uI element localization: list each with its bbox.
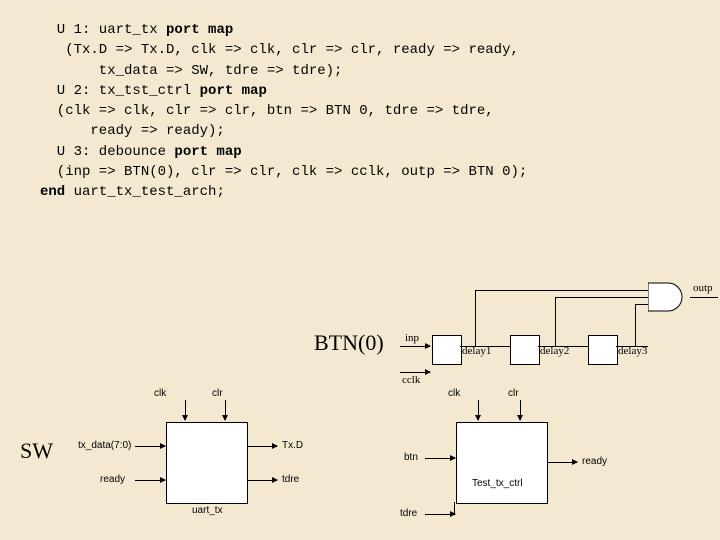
port-label: clk <box>154 388 166 399</box>
wire <box>520 400 521 420</box>
code-line: end uart_tx_test_arch; <box>40 182 680 202</box>
wire <box>635 304 636 346</box>
wire <box>400 346 430 347</box>
port-label: cclk <box>402 374 420 386</box>
code-line: (inp => BTN(0), clr => clr, clk => cclk,… <box>40 162 680 182</box>
port-label: inp <box>405 332 419 344</box>
port-label: tx_data(7:0) <box>78 440 131 451</box>
code-text: U 3: debounce <box>40 144 174 160</box>
vhdl-code-block: U 1: uart_tx port map (Tx.D => Tx.D, clk… <box>0 0 720 203</box>
wire <box>400 372 430 373</box>
wire <box>247 480 277 481</box>
code-keyword: port map <box>200 83 267 99</box>
wire <box>555 297 648 298</box>
wire <box>225 400 226 420</box>
code-line: U 2: tx_tst_ctrl port map <box>40 81 680 101</box>
wire <box>185 400 186 420</box>
block-label: Test_tx_ctrl <box>472 478 523 489</box>
port-label: ready <box>100 474 125 485</box>
code-keyword: port map <box>166 22 233 38</box>
block-label: uart_tx <box>192 505 223 516</box>
wire <box>247 446 277 447</box>
wire <box>425 514 455 515</box>
wire <box>454 502 455 515</box>
code-text: U 2: tx_tst_ctrl <box>40 83 200 99</box>
code-line: ready => ready); <box>40 121 680 141</box>
wire <box>475 290 648 291</box>
wire <box>690 297 718 298</box>
delay3-box <box>588 335 618 365</box>
wire <box>635 304 648 305</box>
wire <box>555 297 556 346</box>
test-tx-ctrl-box <box>456 422 548 504</box>
and-gate-icon <box>648 282 693 312</box>
wire <box>135 446 165 447</box>
wire <box>547 462 577 463</box>
code-line: U 3: debounce port map <box>40 142 680 162</box>
port-label: tdre <box>282 474 299 485</box>
port-label: clr <box>508 388 519 399</box>
wire <box>460 346 510 347</box>
wire <box>135 480 165 481</box>
code-text: U 1: uart_tx <box>40 22 166 38</box>
code-text: uart_tx_test_arch; <box>65 184 225 200</box>
uart-tx-box <box>166 422 248 504</box>
port-label: outp <box>693 282 713 294</box>
code-line: (Tx.D => Tx.D, clk => clk, clr => clr, r… <box>40 40 680 60</box>
port-label: clr <box>212 388 223 399</box>
port-label: btn <box>404 452 418 463</box>
code-line: (clk => clk, clr => clr, btn => BTN 0, t… <box>40 101 680 121</box>
wire <box>425 458 455 459</box>
wire <box>616 346 648 347</box>
delay2-box <box>510 335 540 365</box>
block-diagram: inp delay1 delay2 delay3 outp cclk uart_… <box>0 350 720 540</box>
port-label: Tx.D <box>282 440 303 451</box>
code-keyword: end <box>40 184 65 200</box>
port-label: ready <box>582 456 607 467</box>
wire <box>478 400 479 420</box>
delay1-box <box>432 335 462 365</box>
code-line: tx_data => SW, tdre => tdre); <box>40 61 680 81</box>
code-keyword: port map <box>174 144 241 160</box>
port-label: tdre <box>400 508 417 519</box>
wire <box>475 290 476 346</box>
code-line: U 1: uart_tx port map <box>40 20 680 40</box>
wire <box>538 346 588 347</box>
port-label: clk <box>448 388 460 399</box>
